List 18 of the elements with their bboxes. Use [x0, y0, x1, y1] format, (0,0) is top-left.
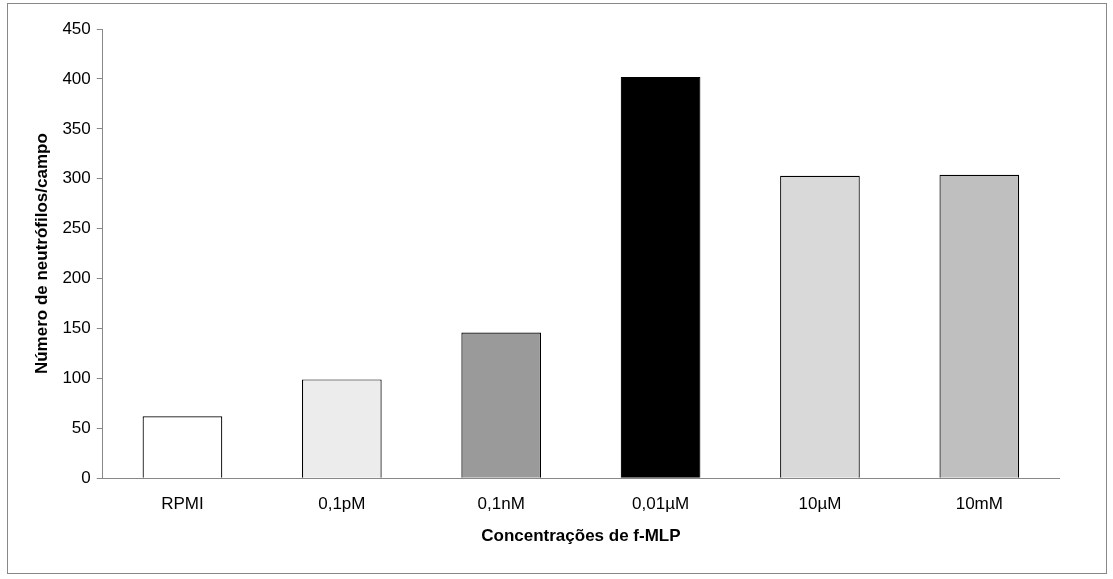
y-tick-label: 200 [62, 268, 91, 288]
y-tick-label: 100 [62, 368, 91, 388]
y-axis-title: Número de neutrófilos/campo [31, 133, 51, 375]
y-tick-label: 450 [62, 18, 91, 38]
y-tick-label: 350 [62, 118, 91, 138]
x-tick-label: 0,01µM [632, 494, 690, 514]
y-tick-label: 250 [62, 218, 91, 238]
x-tick-label: 0,1nM [477, 494, 525, 514]
x-tick-label: 0,1pM [318, 494, 366, 514]
y-tick-label: 0 [81, 467, 91, 487]
y-tick-label: 300 [62, 168, 91, 188]
x-tick-label: RPMI [161, 494, 204, 514]
y-tick-label: 50 [71, 417, 91, 437]
y-tick-label: 400 [62, 68, 91, 88]
x-axis-title: Concentrações de f-MLP [481, 526, 681, 546]
x-tick-label: 10µM [798, 494, 842, 514]
y-tick-label: 150 [62, 318, 91, 338]
x-tick-label: 10mM [955, 494, 1003, 514]
